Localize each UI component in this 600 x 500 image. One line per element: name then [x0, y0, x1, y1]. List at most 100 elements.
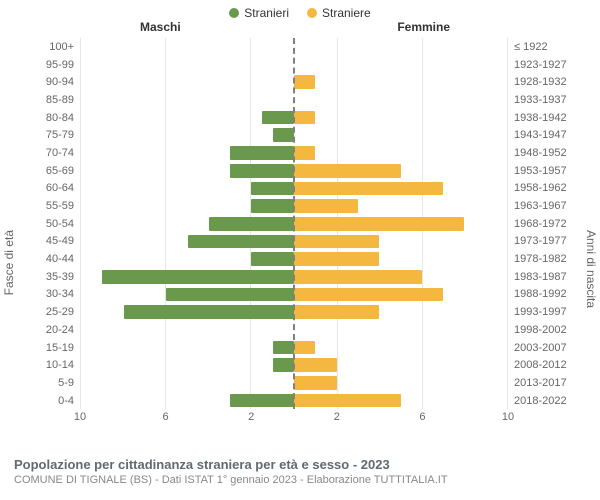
male-cell — [80, 91, 294, 109]
age-label: 45-49 — [20, 233, 80, 251]
birth-year-label: 1983-1987 — [508, 268, 580, 286]
female-cell — [294, 303, 508, 321]
bar-male — [102, 270, 294, 284]
birth-year-label: 1928-1932 — [508, 73, 580, 91]
bar-male — [273, 358, 294, 372]
male-cell — [80, 321, 294, 339]
bar-female — [294, 217, 464, 231]
female-cell — [294, 286, 508, 304]
male-cell — [80, 250, 294, 268]
birth-year-label: 1993-1997 — [508, 303, 580, 321]
legend-swatch-female — [307, 8, 317, 18]
bar-female — [294, 235, 379, 249]
legend-item-male: Stranieri — [229, 6, 289, 20]
bar-female — [294, 305, 379, 319]
x-tick: 6 — [163, 411, 169, 423]
legend-swatch-male — [229, 8, 239, 18]
male-cell — [80, 356, 294, 374]
birth-year-label: 1998-2002 — [508, 321, 580, 339]
bar-male — [273, 341, 294, 355]
birth-year-label: 2008-2012 — [508, 356, 580, 374]
male-cell — [80, 38, 294, 56]
female-cell — [294, 215, 508, 233]
age-label: 50-54 — [20, 215, 80, 233]
bar-female — [294, 75, 315, 89]
birth-year-label: 1973-1977 — [508, 233, 580, 251]
bar-female — [294, 288, 443, 302]
age-label: 5-9 — [20, 374, 80, 392]
legend-label-female: Straniere — [322, 6, 371, 20]
age-label: 20-24 — [20, 321, 80, 339]
x-tick: 10 — [502, 411, 514, 423]
age-label: 85-89 — [20, 91, 80, 109]
male-cell — [80, 126, 294, 144]
female-cell — [294, 374, 508, 392]
birth-year-label: 1938-1942 — [508, 109, 580, 127]
female-cell — [294, 339, 508, 357]
birth-year-label: 1978-1982 — [508, 250, 580, 268]
age-label: 15-19 — [20, 339, 80, 357]
male-cell — [80, 144, 294, 162]
bar-male — [273, 128, 294, 142]
column-titles: Maschi Femmine — [0, 20, 600, 38]
age-label: 70-74 — [20, 144, 80, 162]
legend-item-female: Straniere — [307, 6, 371, 20]
bar-male — [251, 182, 294, 196]
female-cell — [294, 126, 508, 144]
x-axis: 10622610 — [20, 411, 580, 427]
age-label: 0-4 — [20, 392, 80, 410]
bar-male — [251, 199, 294, 213]
male-cell — [80, 339, 294, 357]
age-label: 30-34 — [20, 286, 80, 304]
female-cell — [294, 144, 508, 162]
birth-year-label: 1958-1962 — [508, 180, 580, 198]
birth-year-label: ≤ 1922 — [508, 38, 580, 56]
male-cell — [80, 286, 294, 304]
bar-female — [294, 341, 315, 355]
age-label: 25-29 — [20, 303, 80, 321]
male-cell — [80, 109, 294, 127]
bar-female — [294, 146, 315, 160]
caption: Popolazione per cittadinanza straniera p… — [14, 457, 586, 486]
chart-title: Popolazione per cittadinanza straniera p… — [14, 457, 586, 472]
age-label: 10-14 — [20, 356, 80, 374]
birth-year-label: 1953-1957 — [508, 162, 580, 180]
age-label: 90-94 — [20, 73, 80, 91]
chart-subtitle: COMUNE DI TIGNALE (BS) - Dati ISTAT 1° g… — [14, 474, 586, 486]
age-label: 40-44 — [20, 250, 80, 268]
male-cell — [80, 73, 294, 91]
column-title-male: Maschi — [140, 20, 181, 34]
female-cell — [294, 250, 508, 268]
bar-female — [294, 394, 401, 408]
male-cell — [80, 303, 294, 321]
female-cell — [294, 392, 508, 410]
bar-male — [230, 164, 294, 178]
x-tick: 2 — [334, 411, 340, 423]
female-cell — [294, 197, 508, 215]
female-cell — [294, 73, 508, 91]
bar-male — [188, 235, 295, 249]
bar-male — [166, 288, 294, 302]
female-cell — [294, 38, 508, 56]
bar-female — [294, 270, 422, 284]
age-label: 35-39 — [20, 268, 80, 286]
female-cell — [294, 91, 508, 109]
birth-year-label: 1943-1947 — [508, 126, 580, 144]
male-cell — [80, 374, 294, 392]
y-axis-right-title: Anni di nascita — [584, 230, 598, 308]
female-cell — [294, 180, 508, 198]
female-cell — [294, 356, 508, 374]
birth-year-label: 1988-1992 — [508, 286, 580, 304]
female-cell — [294, 56, 508, 74]
bar-male — [251, 252, 294, 266]
x-tick: 10 — [74, 411, 86, 423]
age-label: 95-99 — [20, 56, 80, 74]
male-cell — [80, 56, 294, 74]
bar-female — [294, 182, 443, 196]
age-label: 60-64 — [20, 180, 80, 198]
x-tick: 2 — [248, 411, 254, 423]
bar-male — [230, 146, 294, 160]
birth-year-label: 1948-1952 — [508, 144, 580, 162]
bar-female — [294, 164, 401, 178]
birth-year-label: 1963-1967 — [508, 197, 580, 215]
